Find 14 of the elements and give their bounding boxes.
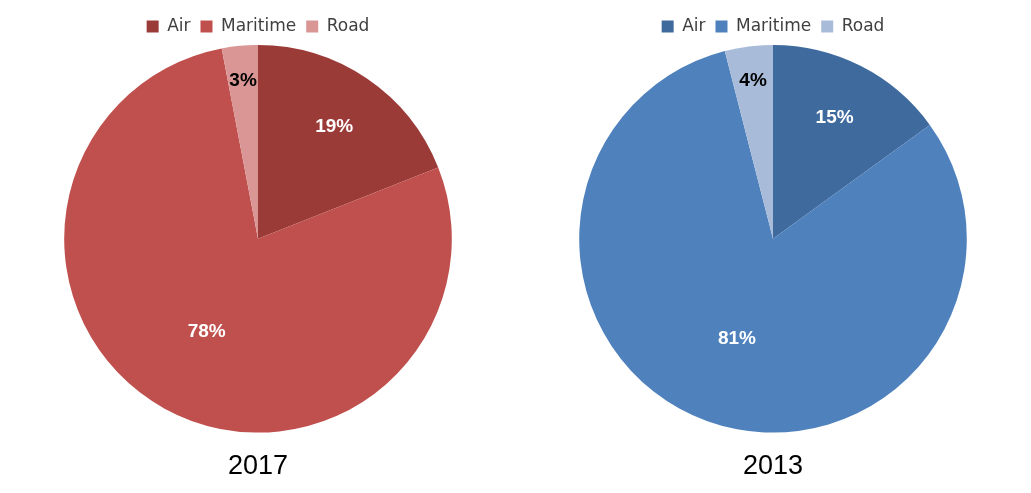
legend-label: Maritime [220,14,297,35]
legend-label: Maritime [735,14,812,35]
legend-label: Air [167,14,191,35]
data-label: 4% [739,69,767,91]
legend-label: Air [682,14,706,35]
legend-label: Road [841,14,885,35]
data-label: 3% [229,68,257,90]
text: 2013 [742,450,804,481]
data-label: 81% [717,327,757,349]
text: 2017 [227,450,289,481]
legend-label: Road [326,14,370,35]
data-label: 15% [815,106,854,128]
data-label: 19% [315,114,354,136]
data-label: 78% [187,320,226,342]
